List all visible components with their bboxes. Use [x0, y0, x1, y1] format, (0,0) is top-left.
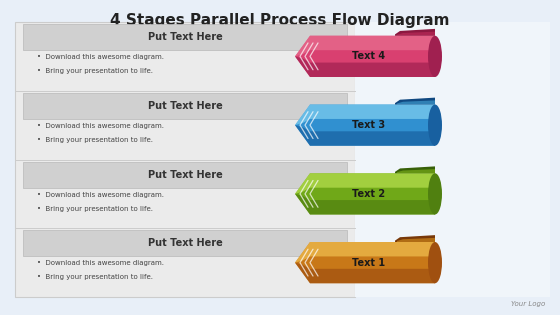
Text: •  Download this awesome diagram.: • Download this awesome diagram.: [37, 192, 164, 198]
Text: Text 3: Text 3: [352, 120, 386, 130]
Polygon shape: [395, 29, 435, 36]
FancyBboxPatch shape: [23, 162, 347, 188]
Text: •  Download this awesome diagram.: • Download this awesome diagram.: [37, 261, 164, 266]
FancyBboxPatch shape: [15, 22, 355, 297]
Polygon shape: [295, 242, 435, 283]
Text: Your Logo: Your Logo: [511, 301, 545, 307]
Polygon shape: [295, 105, 435, 146]
Text: •  Bring your presentation to life.: • Bring your presentation to life.: [37, 68, 153, 74]
Polygon shape: [295, 173, 435, 215]
Text: •  Bring your presentation to life.: • Bring your presentation to life.: [37, 206, 153, 212]
Polygon shape: [295, 56, 435, 77]
Ellipse shape: [428, 173, 442, 215]
Text: Put Text Here: Put Text Here: [148, 169, 222, 180]
Text: Put Text Here: Put Text Here: [148, 101, 222, 111]
Polygon shape: [295, 263, 435, 283]
Text: Put Text Here: Put Text Here: [148, 238, 222, 248]
FancyBboxPatch shape: [23, 93, 347, 119]
Text: Put Text Here: Put Text Here: [148, 32, 222, 42]
Ellipse shape: [428, 36, 442, 77]
Polygon shape: [295, 173, 435, 194]
Text: 4 Stages Parallel Process Flow Diagram: 4 Stages Parallel Process Flow Diagram: [110, 13, 450, 28]
Text: Text 1: Text 1: [352, 258, 386, 268]
Polygon shape: [397, 100, 435, 105]
Text: Text 4: Text 4: [352, 51, 386, 61]
Text: •  Download this awesome diagram.: • Download this awesome diagram.: [37, 123, 164, 129]
Polygon shape: [295, 194, 435, 215]
Polygon shape: [295, 105, 435, 125]
Text: Text 2: Text 2: [352, 189, 386, 199]
FancyBboxPatch shape: [355, 22, 550, 297]
FancyBboxPatch shape: [23, 230, 347, 256]
Polygon shape: [397, 32, 435, 36]
Polygon shape: [295, 36, 435, 56]
FancyBboxPatch shape: [23, 24, 347, 50]
Text: •  Bring your presentation to life.: • Bring your presentation to life.: [37, 137, 153, 143]
Ellipse shape: [428, 242, 442, 283]
Polygon shape: [397, 238, 435, 242]
Polygon shape: [397, 169, 435, 173]
Polygon shape: [295, 125, 435, 146]
Polygon shape: [295, 242, 435, 263]
Polygon shape: [295, 36, 435, 77]
Text: •  Bring your presentation to life.: • Bring your presentation to life.: [37, 274, 153, 280]
Polygon shape: [395, 235, 435, 242]
Text: •  Download this awesome diagram.: • Download this awesome diagram.: [37, 54, 164, 60]
Ellipse shape: [428, 105, 442, 146]
Polygon shape: [395, 98, 435, 105]
Polygon shape: [395, 166, 435, 173]
